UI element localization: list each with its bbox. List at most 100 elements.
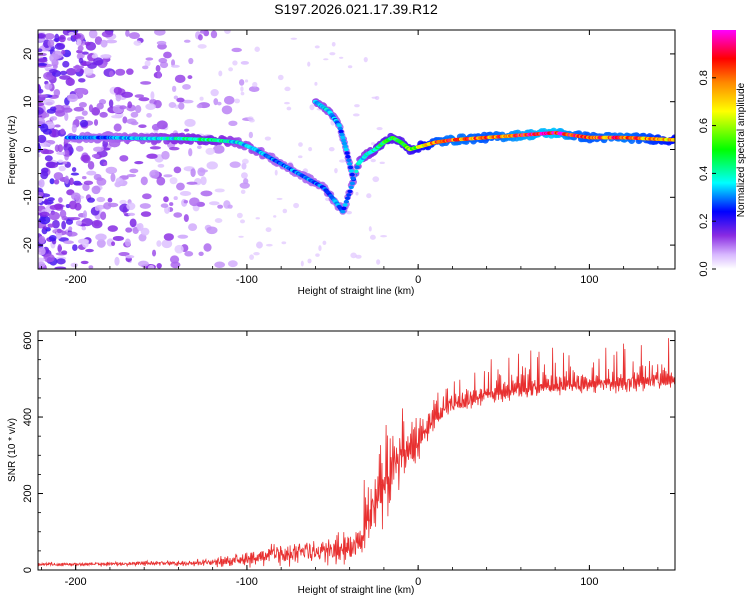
snr-x-tick-label: -100 xyxy=(236,576,258,588)
spectrogram-ridge-cell xyxy=(344,196,351,201)
spectrogram-noise-cell xyxy=(186,181,198,185)
spectrogram-x-axis-label: Height of straight line (km) xyxy=(298,286,415,297)
spectrogram-noise-cell xyxy=(78,78,86,83)
spectrogram-noise-cell xyxy=(114,256,120,266)
spectrogram-noise-cell xyxy=(72,244,78,251)
spectrogram-noise-cell xyxy=(60,128,66,135)
spectrogram-noise-cell xyxy=(66,68,77,76)
spectrogram-noise-cell xyxy=(350,252,357,259)
spectrogram-noise-cell xyxy=(281,241,287,245)
spectrogram-noise-cell xyxy=(239,219,246,224)
spectrogram-noise-cell xyxy=(290,37,298,40)
spectrogram-noise-cell xyxy=(178,102,185,110)
spectrogram-noise-cell xyxy=(54,266,67,269)
spectrogram-noise-cell xyxy=(142,193,152,200)
spectrogram-noise-cell xyxy=(240,189,246,195)
spectrogram-noise-cell xyxy=(76,87,88,95)
spectrogram-noise-cell xyxy=(56,151,68,155)
spectrogram-noise-cell xyxy=(49,204,61,210)
spectrogram-noise-cell xyxy=(108,99,114,108)
spectrogram-noise-cell xyxy=(227,260,238,268)
spectrogram-noise-cell xyxy=(99,111,108,118)
spectrogram-noise-cell xyxy=(88,265,94,269)
spectrogram-noise-cell xyxy=(241,162,247,170)
spectrogram-noise-cell xyxy=(198,251,204,256)
spectrogram-noise-cell xyxy=(76,39,82,46)
spectrogram-noise-cell xyxy=(70,262,79,268)
spectrogram-noise-cell xyxy=(53,172,64,180)
spectrogram-noise-cell xyxy=(146,153,158,159)
spectrogram-noise-cell xyxy=(284,101,290,105)
spectrogram-noise-cell xyxy=(126,68,134,75)
spectrogram-noise-cell xyxy=(157,70,162,79)
spectrogram-noise-cell xyxy=(158,57,168,64)
spectrogram-noise-cell xyxy=(44,83,53,90)
spectrogram-noise-cell xyxy=(228,120,238,127)
spectrogram-noise-cell xyxy=(188,148,193,157)
spectrogram-noise-cell xyxy=(173,196,178,201)
spectrogram-ridge-cell xyxy=(347,162,353,166)
spectrogram-ridge-cell xyxy=(346,193,352,197)
spectrogram-noise-cell xyxy=(363,57,368,63)
spectrogram-noise-cell xyxy=(139,203,151,209)
spectrogram-noise-cell xyxy=(240,60,249,65)
spectrogram-noise-cell xyxy=(156,176,166,186)
spectrogram-noise-cell xyxy=(307,61,311,67)
spectrogram-noise-cell xyxy=(44,155,53,162)
spectrogram-noise-cell xyxy=(130,111,139,118)
spectrogram-noise-cell xyxy=(376,127,383,131)
spectrogram-noise-cell xyxy=(75,116,85,120)
spectrogram-noise-cell xyxy=(62,161,68,165)
spectrogram-noise-cell xyxy=(147,264,155,269)
spectrogram-noise-cell xyxy=(146,112,152,118)
spectrogram-noise-cell xyxy=(100,54,111,58)
spectrogram-noise-cell xyxy=(88,104,94,113)
spectrogram-noise-cell xyxy=(78,101,87,108)
colorbar-tick-label: 0.2 xyxy=(698,214,710,229)
spectrogram-noise-cell xyxy=(38,246,46,256)
spectrogram-noise-cell xyxy=(38,261,46,268)
spectrogram-noise-cell xyxy=(75,33,82,39)
spectrogram-noise-cell xyxy=(119,155,129,162)
spectrogram-noise-cell xyxy=(253,252,260,256)
spectrogram-noise-cell xyxy=(240,86,244,92)
spectrogram-noise-cell xyxy=(156,40,167,46)
spectrogram-noise-cell xyxy=(107,225,118,232)
spectrogram-noise-cell xyxy=(254,46,260,52)
spectrogram-noise-cell xyxy=(173,95,179,100)
spectrogram-noise-cell xyxy=(206,161,218,170)
spectrogram-noise-cell xyxy=(277,74,284,81)
spectrogram-noise-cell xyxy=(64,149,70,157)
spectrogram-noise-cell xyxy=(62,60,70,68)
spectrogram-noise-cell xyxy=(314,45,320,49)
spectrogram-noise-cell xyxy=(138,124,147,129)
spectrogram-x-tick-label: -200 xyxy=(65,274,87,286)
spectrogram-y-tick-label: 10 xyxy=(22,96,34,108)
spectrogram-noise-cell xyxy=(38,102,45,107)
spectrogram-noise-cell xyxy=(169,177,178,185)
spectrogram-noise-cell xyxy=(379,161,385,165)
spectrogram-noise-cell xyxy=(111,115,123,119)
spectrogram-noise-cell xyxy=(173,212,183,218)
spectrogram-noise-cell xyxy=(182,84,191,90)
spectrogram-noise-cell xyxy=(255,217,260,220)
snr-x-axis: -200 -100 0 100 xyxy=(41,331,659,588)
spectrogram-ridge-cell xyxy=(349,181,355,186)
spectrogram-noise-cell xyxy=(376,259,381,265)
spectrogram-noise-cell xyxy=(355,254,362,259)
spectrogram-noise-cell xyxy=(59,75,71,80)
snr-y-tick-label: 400 xyxy=(22,408,34,426)
spectrogram-noise-cell xyxy=(49,178,55,185)
spectrogram-noise-cell xyxy=(140,81,152,85)
spectrogram-noise-cell xyxy=(380,235,388,238)
spectrogram-noise-cell xyxy=(238,79,245,86)
spectrogram-noise-cell xyxy=(322,240,327,246)
spectrogram-noise-cell xyxy=(161,150,170,160)
spectrogram-noise-cell xyxy=(125,30,130,37)
spectrogram-noise-cell xyxy=(81,110,88,116)
spectrogram-noise-cell xyxy=(140,176,148,186)
spectrogram-ridge-cell xyxy=(347,189,353,194)
spectrogram-noise-cell xyxy=(252,81,258,88)
spectrogram-noise-cell xyxy=(38,62,48,66)
spectrogram-noise-cell xyxy=(105,39,118,44)
